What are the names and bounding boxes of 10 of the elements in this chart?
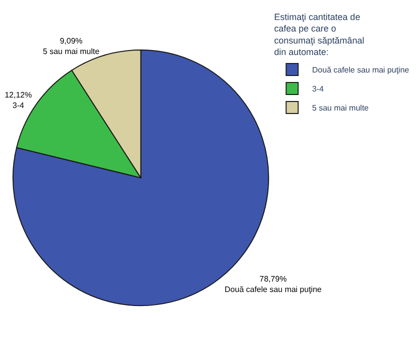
legend-label: Două cafele sau mai puţine — [312, 66, 410, 75]
slice-label: 5 sau mai multe — [42, 46, 100, 56]
legend-label: 3-4 — [312, 84, 324, 94]
data-label: 12,12% — [4, 90, 32, 100]
slice-label: Două cafele sau mai puţine — [224, 284, 322, 294]
legend-label: 5 sau mai multe — [312, 104, 370, 113]
legend-title: Estimaţi cantitatea de cafea pe care o consumaţi săptămânal din automate: — [274, 12, 364, 57]
data-label: 78,79% — [260, 274, 287, 284]
slice-label: 3-4 — [12, 101, 25, 110]
data-label: 9,09% — [60, 36, 83, 46]
